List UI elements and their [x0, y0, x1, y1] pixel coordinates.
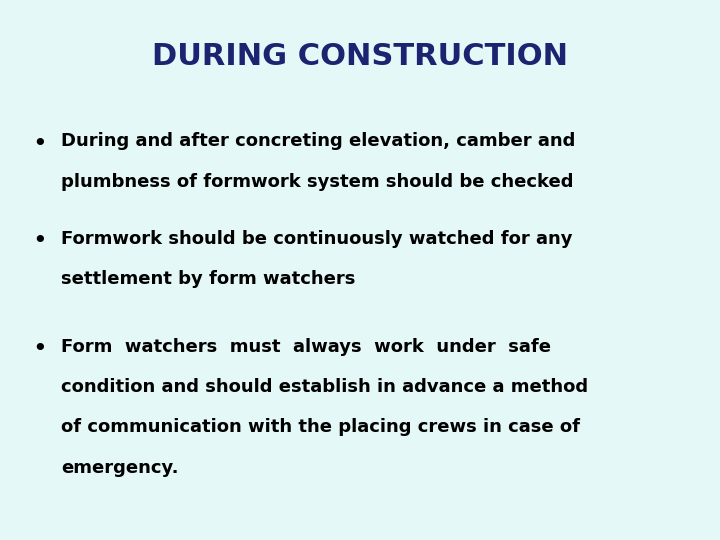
Text: •: •: [32, 132, 47, 156]
Text: During and after concreting elevation, camber and: During and after concreting elevation, c…: [61, 132, 575, 150]
Text: DURING CONSTRUCTION: DURING CONSTRUCTION: [152, 42, 568, 71]
Text: Formwork should be continuously watched for any: Formwork should be continuously watched …: [61, 230, 572, 247]
Text: of communication with the placing crews in case of: of communication with the placing crews …: [61, 418, 580, 436]
Text: settlement by form watchers: settlement by form watchers: [61, 270, 356, 288]
Text: condition and should establish in advance a method: condition and should establish in advanc…: [61, 378, 588, 396]
Text: plumbness of formwork system should be checked: plumbness of formwork system should be c…: [61, 173, 574, 191]
Text: •: •: [32, 230, 47, 253]
Text: emergency.: emergency.: [61, 459, 179, 477]
Text: Form  watchers  must  always  work  under  safe: Form watchers must always work under saf…: [61, 338, 552, 355]
Text: •: •: [32, 338, 47, 361]
